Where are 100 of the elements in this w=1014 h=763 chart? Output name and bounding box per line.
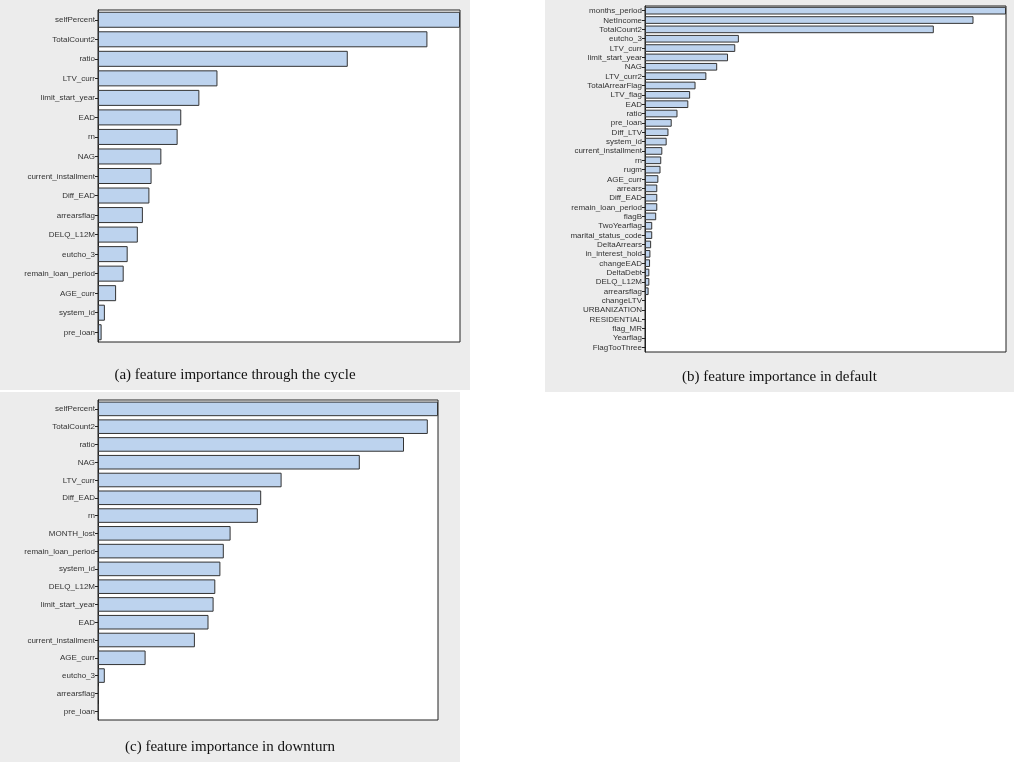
y-tick-label: rn [87,511,95,521]
bar [645,81,696,90]
y-tick-label: current_installment [27,635,96,645]
y-tick-label: TotalCount2 [52,34,96,44]
bar [98,265,124,282]
y-tick-label: EAD [625,99,643,109]
y-tick-label: DELQ_L12M [595,277,643,287]
bar [98,508,258,523]
y-tick-label: pre_loan [63,706,95,716]
bar [98,579,216,594]
y-tick-label: Diff_EAD [62,191,96,201]
y-tick-label: URBANIZATION [583,305,643,315]
bar [98,543,224,559]
y-tick-label: changeEAD [599,258,643,268]
bar [98,226,138,243]
y-tick-label: arrearsflag [56,688,95,698]
y-tick-label: remain_loan_period [571,202,642,212]
y-tick-label: NAG [77,457,95,467]
y-tick-label: current_installment [27,171,96,181]
y-tick-label: months_period [589,6,642,16]
y-tick-label: selfPercent [54,404,96,414]
y-tick-label: LTV_curr [609,43,643,53]
y-tick-label: DELQ_L12M [48,582,96,592]
y-tick-label: NAG [624,62,642,72]
y-tick-label: RESIDENTIAL [589,314,643,324]
y-tick-label: rugm [623,165,643,175]
y-tick-label: pre_loan [610,118,642,128]
y-tick-label: AGE_curr [59,653,96,663]
y-tick-label: current_installment [574,146,643,156]
y-tick-label: rn [87,132,95,142]
bar [98,632,195,648]
y-tick-label: remain_loan_period [24,269,95,279]
bar [98,148,162,165]
text: (c) feature importance in downturn [125,737,336,755]
y-tick-label: pre_loan [63,327,95,337]
bar [98,207,143,224]
bar [98,109,182,126]
y-tick-label: EAD [78,617,96,627]
bar [98,70,218,87]
y-tick-label: system_id [58,308,95,318]
y-tick-label: Yearflag [612,333,642,343]
bar [98,89,200,106]
bar [98,526,231,541]
bar [98,304,105,321]
bar [98,437,404,452]
y-tick-label: EAD [78,112,96,122]
y-tick-label: DELQ_L12M [48,230,96,240]
bar [98,50,348,67]
y-tick-label: TotalArrearFlag [587,80,642,90]
y-tick-label: changeLTV [601,296,643,306]
bar [98,668,105,683]
text: (b) feature importance in default [682,367,878,385]
y-tick-label: ratio [79,439,96,449]
bar [98,472,282,488]
y-tick-label: AGE_curr [59,288,96,298]
y-tick-label: eutcho_3 [62,249,96,259]
bar [98,401,438,417]
y-tick-label: selfPercent [54,15,96,25]
y-tick-label: LTV_flag [610,90,642,100]
y-tick-label: arrears [616,183,642,193]
y-tick-label: in_interest_hold [585,249,642,259]
y-tick-label: NAG [77,151,95,161]
bar [98,561,221,577]
y-tick-label: LTV_curr [62,73,96,83]
y-tick-label: arrearsflag [603,286,642,296]
y-tick-label: marital_status_code [570,230,643,240]
y-tick-label: Diff_EAD [609,193,643,203]
y-tick-label: system_id [605,137,642,147]
y-tick-label: flag_MR [612,324,643,334]
y-tick-label: limit_start_year [40,599,96,609]
y-tick-label: TotalCount2 [599,24,643,34]
bar [98,454,360,470]
text: (a) feature importance through the cycle [114,365,356,383]
bar [98,187,150,204]
y-tick-label: LTV_curr [62,475,96,485]
y-tick-label: system_id [58,564,95,574]
y-tick-label: flagB [623,211,642,221]
y-tick-label: rn [634,155,642,165]
bar [98,246,128,263]
y-tick-label: ratio [79,54,96,64]
bar [98,490,262,506]
bar [98,167,152,185]
y-tick-label: Diff_EAD [62,493,96,503]
y-tick-label: DeltaArrears [597,239,642,249]
bar [98,128,178,145]
y-tick-label: remain_loan_period [24,546,95,556]
y-tick-label: limit_start_year [40,93,96,103]
bar [98,285,117,302]
y-tick-label: AGE_curr [606,174,643,184]
bar [98,614,209,630]
y-tick-label: eutcho_3 [62,671,96,681]
y-tick-label: Diff_LTV [611,127,643,137]
bar [98,419,428,434]
y-tick-label: ratio [626,109,643,119]
y-tick-label: FlagTooThree [592,342,643,352]
bar [98,650,146,666]
y-tick-label: DeltaDebt [606,268,643,278]
y-tick-label: LTV_curr2 [605,71,643,81]
y-tick-label: eutcho_3 [609,34,643,44]
y-tick-label: TwoYearflag [598,221,642,231]
